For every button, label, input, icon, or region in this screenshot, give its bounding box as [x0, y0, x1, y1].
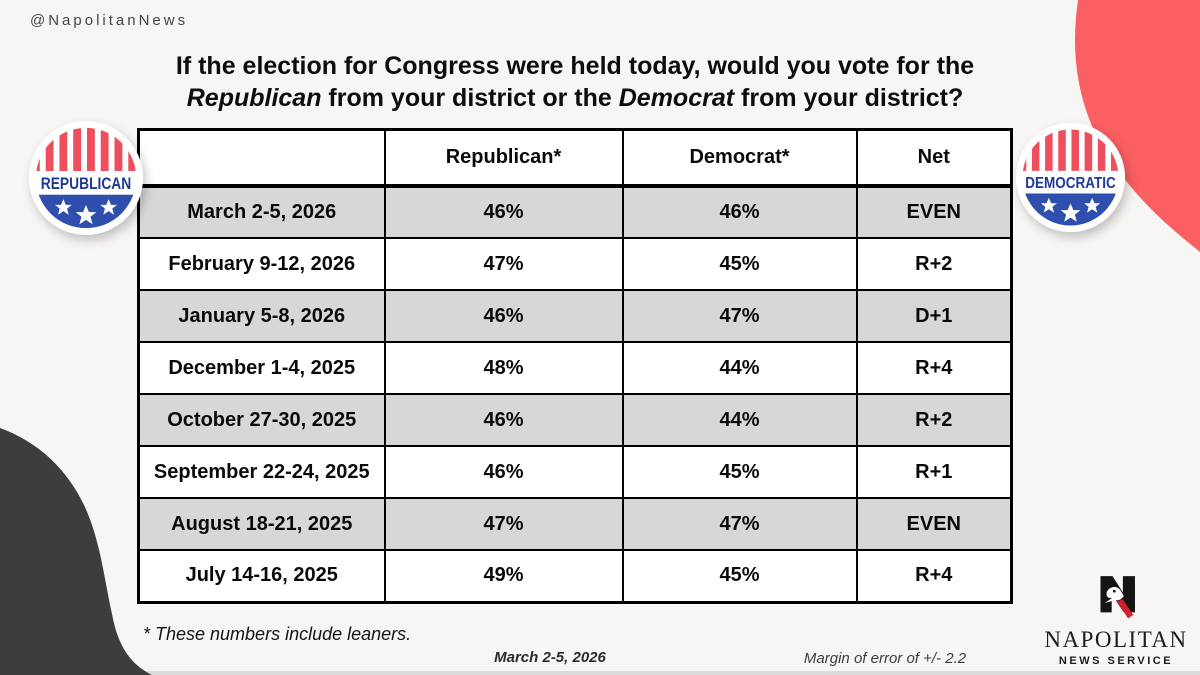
header-republican: Republican*	[383, 128, 624, 188]
table-row: August 18-21, 2025 47% 47% EVEN	[137, 497, 1013, 551]
cell-democrat-pct: 47%	[621, 497, 858, 551]
cell-democrat-pct: 47%	[621, 289, 858, 343]
cell-net: R+4	[855, 341, 1013, 395]
cell-republican-pct: 46%	[383, 445, 624, 499]
republican-button-badge: REPUBLICAN	[28, 120, 144, 236]
table-row: July 14-16, 2025 49% 45% R+4	[137, 549, 1013, 603]
logo-title: NAPOLITAN	[1044, 627, 1188, 652]
cell-net: R+4	[855, 549, 1013, 603]
title-line2-suffix: from your district?	[734, 84, 964, 112]
title-democrat-italic: Democrat	[618, 84, 735, 112]
cell-poll-date: October 27-30, 2025	[137, 393, 386, 447]
cell-republican-pct: 46%	[383, 289, 624, 343]
cell-poll-date: February 9-12, 2026	[137, 237, 386, 291]
badge-stars	[1040, 197, 1101, 222]
cell-net: R+2	[855, 237, 1013, 291]
table-row: October 27-30, 2025 46% 44% R+2	[137, 393, 1013, 447]
header-net: Net	[855, 128, 1013, 188]
democratic-button-badge: DEMOCRATIC	[1015, 122, 1126, 233]
cell-net: D+1	[855, 289, 1013, 343]
cell-democrat-pct: 45%	[621, 237, 858, 291]
dark-blob-shape	[0, 428, 152, 675]
cell-poll-date: September 22-24, 2025	[137, 445, 386, 499]
cell-poll-date: March 2-5, 2026	[137, 185, 386, 239]
cell-republican-pct: 49%	[383, 549, 624, 603]
cell-republican-pct: 46%	[383, 185, 624, 239]
cell-democrat-pct: 45%	[621, 549, 858, 603]
coral-blob-shape	[1075, 0, 1200, 252]
cell-democrat-pct: 44%	[621, 341, 858, 395]
title-line2-mid: from your district or the	[321, 84, 619, 112]
table-header-row: Republican* Democrat* Net	[137, 128, 1013, 188]
poll-results-table: Republican* Democrat* Net March 2-5, 202…	[137, 128, 1013, 604]
democratic-badge-label: DEMOCRATIC	[1025, 175, 1116, 192]
leaners-footnote: * These numbers include leaners.	[143, 624, 412, 644]
table-row: March 2-5, 2026 46% 46% EVEN	[137, 185, 1013, 239]
logo-subtitle: NEWS SERVICE	[1058, 655, 1174, 667]
bottom-edge-strip	[0, 671, 1200, 675]
margin-of-error-note: Margin of error of +/- 2.2	[803, 650, 967, 667]
title-line1: If the election for Congress were held t…	[175, 52, 975, 80]
cell-net: R+1	[855, 445, 1013, 499]
cell-poll-date: July 14-16, 2025	[137, 549, 386, 603]
header-dates	[137, 128, 386, 188]
table-row: February 9-12, 2026 47% 45% R+2	[137, 237, 1013, 291]
napolitan-logo: NAPOLITAN NEWS SERVICE	[1040, 571, 1192, 667]
table-row: September 22-24, 2025 46% 45% R+1	[137, 445, 1013, 499]
cell-net: EVEN	[855, 497, 1013, 551]
napolitan-eagle-n-icon	[1100, 576, 1135, 619]
table-row: January 5-8, 2026 46% 47% D+1	[137, 289, 1013, 343]
cell-republican-pct: 46%	[383, 393, 624, 447]
cell-democrat-pct: 45%	[621, 445, 858, 499]
cell-poll-date: December 1-4, 2025	[137, 341, 386, 395]
cell-net: EVEN	[855, 185, 1013, 239]
cell-republican-pct: 47%	[383, 237, 624, 291]
cell-republican-pct: 48%	[383, 341, 624, 395]
latest-poll-date: March 2-5, 2026	[494, 649, 606, 666]
social-handle: @NapolitanNews	[30, 12, 189, 29]
cell-democrat-pct: 44%	[621, 393, 858, 447]
poll-question-title: If the election for Congress were held t…	[130, 50, 1020, 114]
header-democrat: Democrat*	[621, 128, 858, 188]
badge-stars	[55, 199, 117, 225]
cell-net: R+2	[855, 393, 1013, 447]
cell-democrat-pct: 46%	[621, 185, 858, 239]
cell-poll-date: August 18-21, 2025	[137, 497, 386, 551]
title-republican-italic: Republican	[186, 84, 322, 112]
cell-republican-pct: 47%	[383, 497, 624, 551]
table-row: December 1-4, 2025 48% 44% R+4	[137, 341, 1013, 395]
cell-poll-date: January 5-8, 2026	[137, 289, 386, 343]
poll-table-body: March 2-5, 2026 46% 46% EVEN February 9-…	[137, 185, 1013, 603]
republican-badge-label: REPUBLICAN	[41, 174, 131, 193]
